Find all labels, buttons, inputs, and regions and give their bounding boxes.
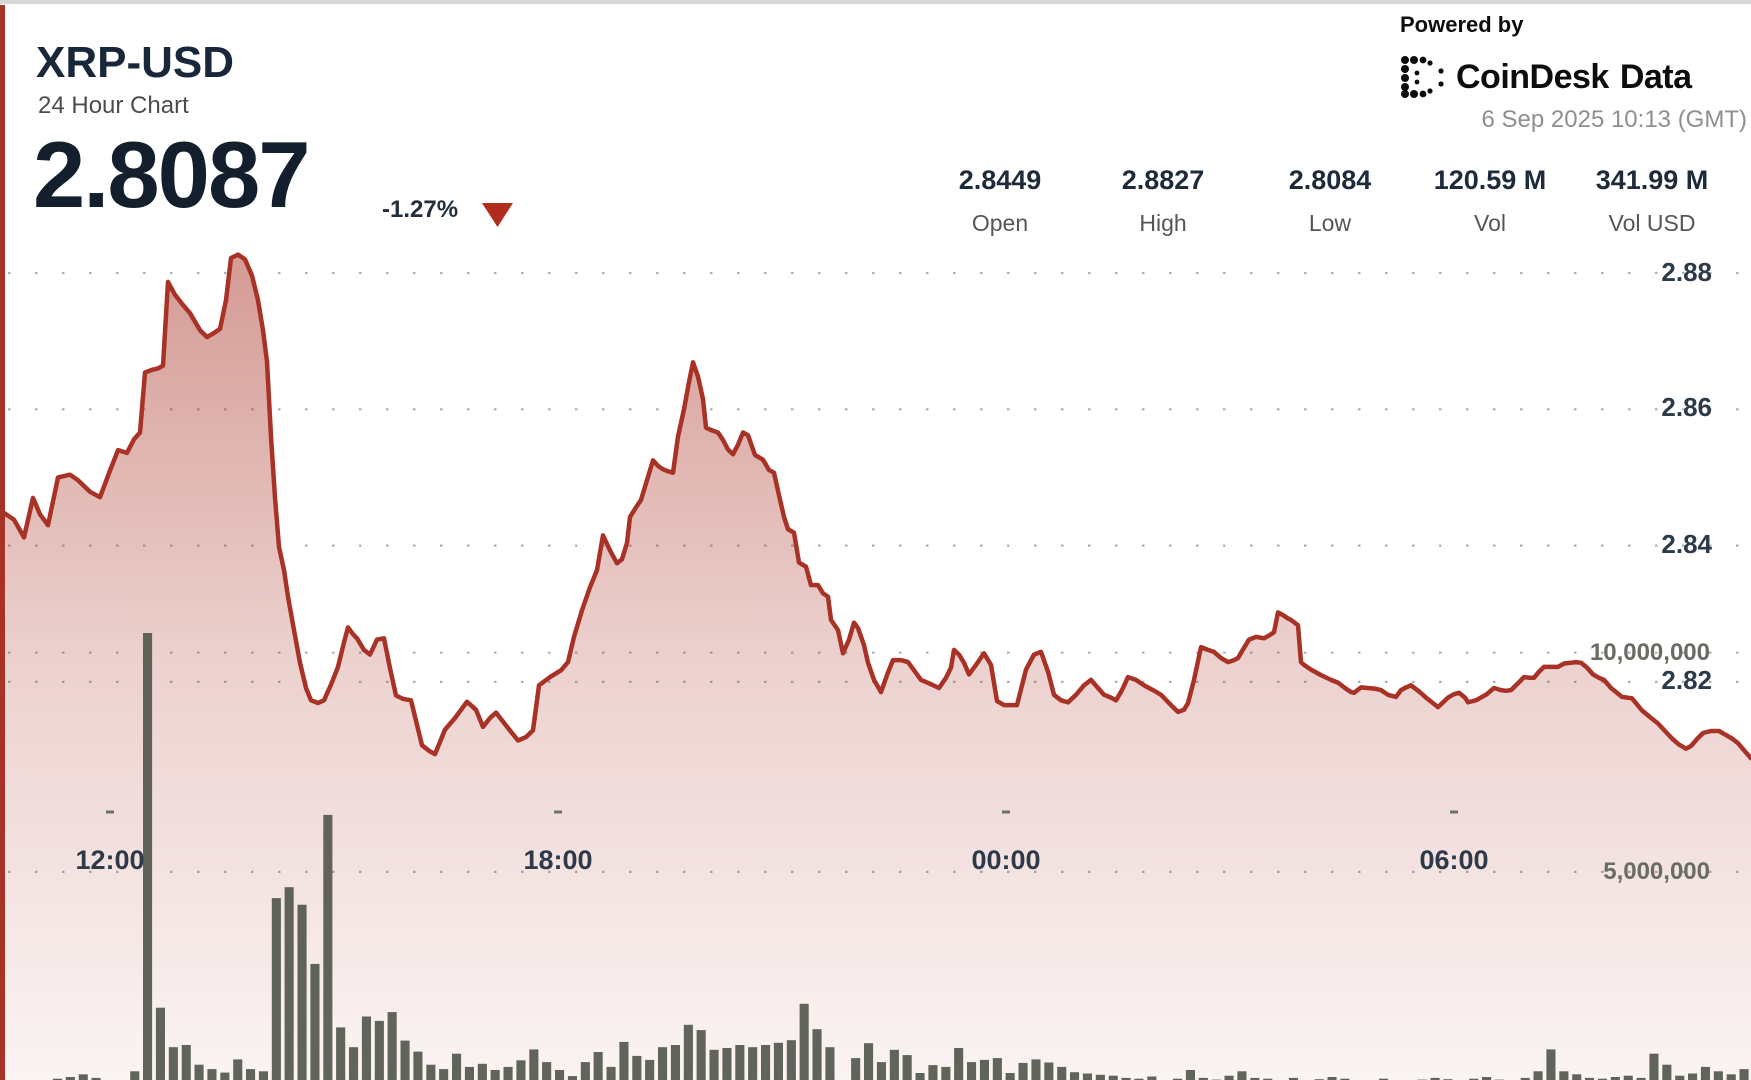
stat-volume-usd: 341.99 M Vol USD — [1562, 164, 1742, 237]
current-price: 2.8087 — [33, 122, 311, 227]
timestamp: 6 Sep 2025 10:13 (GMT) — [1481, 106, 1747, 133]
price-axis-tick: 2.84 — [1661, 529, 1712, 559]
stat-high-value: 2.8827 — [1121, 165, 1205, 195]
stat-volume-label: Vol — [1474, 210, 1506, 236]
time-axis-tick: 18:00 — [523, 845, 593, 875]
coindesk-logo-icon — [1401, 56, 1444, 98]
coindesk-logo: CoinDesk Data — [1400, 54, 1692, 100]
brand-name: CoinDesk — [1456, 57, 1609, 96]
top-divider — [0, 0, 1751, 4]
page-title: XRP-USD — [36, 38, 235, 87]
stat-high: 2.8827 High — [1073, 164, 1253, 237]
price-change-percent: -1.27% — [382, 196, 459, 223]
stat-volume: 120.59 M Vol — [1400, 164, 1580, 237]
price-axis-tick: 2.82 — [1661, 665, 1712, 695]
stat-volume-usd-label: Vol USD — [1608, 210, 1696, 236]
stat-high-label: High — [1139, 210, 1187, 236]
price-axis-tick: 2.88 — [1661, 257, 1712, 287]
stat-volume-value: 120.59 M — [1433, 165, 1547, 195]
stat-volume-usd-value: 341.99 M — [1595, 165, 1709, 195]
time-axis-tick: 06:00 — [1419, 845, 1489, 875]
stat-low: 2.8084 Low — [1240, 164, 1420, 237]
down-triangle-icon — [482, 203, 513, 227]
volume-axis-tick: 5,000,000 — [1603, 858, 1710, 885]
powered-by-label: Powered by — [1400, 12, 1524, 37]
brand-suffix: Data — [1619, 57, 1692, 96]
time-axis-tick: 12:00 — [75, 845, 145, 875]
left-accent-border — [0, 5, 5, 1080]
price-axis-tick: 2.86 — [1661, 392, 1712, 422]
stat-open: 2.8449 Open — [910, 164, 1090, 237]
volume-axis-tick: 10,000,000 — [1589, 639, 1710, 666]
stat-low-value: 2.8084 — [1288, 165, 1372, 195]
time-axis-tick: 00:00 — [971, 845, 1041, 875]
chart-subtitle: 24 Hour Chart — [38, 92, 189, 119]
stat-open-value: 2.8449 — [958, 165, 1042, 195]
stat-open-label: Open — [971, 210, 1029, 236]
stat-low-label: Low — [1308, 210, 1352, 236]
